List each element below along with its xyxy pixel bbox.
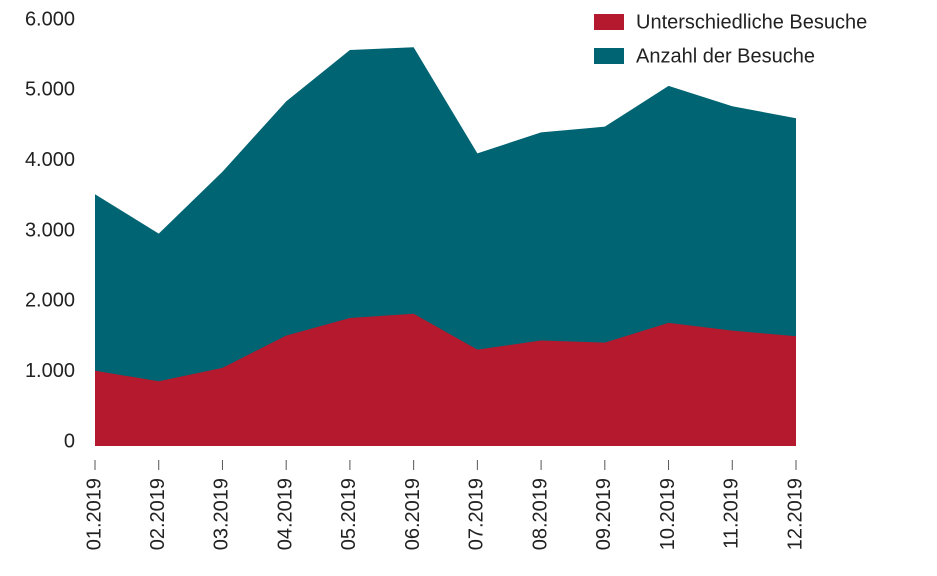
x-tick-label: 12.2019 [784,478,806,550]
y-tick-label: 4.000 [25,149,75,171]
x-tick-label: 01.2019 [83,478,105,550]
legend-swatch [594,48,624,64]
x-tick-label: 07.2019 [466,478,488,550]
y-tick-label: 2.000 [25,290,75,312]
x-tick-label: 08.2019 [529,478,551,550]
y-tick-label: 3.000 [25,219,75,241]
y-tick-label: 5.000 [25,79,75,101]
y-tick-label: 1.000 [25,360,75,382]
x-tick-label: 06.2019 [402,478,424,550]
x-tick-label: 09.2019 [593,478,615,550]
x-tick-label: 03.2019 [211,478,233,550]
y-tick-label: 0 [64,430,75,452]
x-tick-label: 11.2019 [721,478,743,549]
x-tick-label: 05.2019 [338,478,360,550]
y-tick-label: 6.000 [25,8,75,30]
x-tick-label: 10.2019 [657,478,679,550]
area [95,313,796,446]
x-tick-label: 04.2019 [274,478,296,550]
legend-label: Unterschiedliche Besuche [636,11,867,33]
x-tick-label: 02.2019 [147,478,169,550]
legend-label: Anzahl der Besuche [636,45,815,67]
legend-swatch [594,14,624,30]
